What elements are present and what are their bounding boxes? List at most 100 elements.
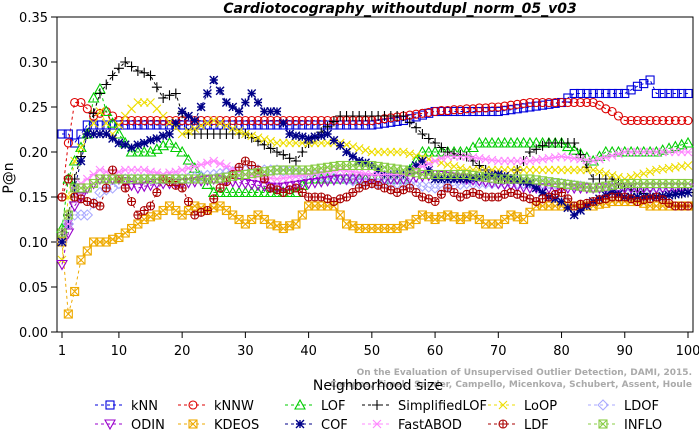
series-line-loop xyxy=(61,102,689,261)
data-point-knn xyxy=(594,88,605,99)
data-point-simplifiedlof xyxy=(537,140,548,151)
data-point-simplifiedlof xyxy=(132,66,143,76)
data-point-lof xyxy=(479,136,492,148)
data-point-lof xyxy=(682,136,694,148)
data-point-cof xyxy=(158,131,168,141)
data-point-loop xyxy=(240,129,250,139)
data-point-knnw xyxy=(569,97,579,108)
legend-label: kNNW xyxy=(214,399,254,414)
data-point-fastabod xyxy=(184,163,193,173)
data-point-fastabod xyxy=(177,165,187,175)
data-point-knn xyxy=(266,120,276,130)
data-point-knnw xyxy=(525,97,535,108)
legend-item-knn: kNN xyxy=(95,399,158,414)
data-point-knnw xyxy=(481,103,491,113)
data-point-lof xyxy=(511,136,524,148)
data-point-knnw xyxy=(127,115,137,126)
data-point-cof xyxy=(531,183,541,193)
data-point-simplifiedlof xyxy=(455,149,466,160)
data-point-kdeos xyxy=(82,246,92,256)
data-point-loop xyxy=(95,107,105,116)
legend-item-ldf: LDF xyxy=(488,418,549,433)
data-point-knn xyxy=(462,106,472,117)
data-point-loop xyxy=(209,116,219,125)
data-point-knn xyxy=(582,88,592,99)
data-point-cof xyxy=(259,107,269,116)
data-point-loop xyxy=(380,147,389,157)
data-point-ldof xyxy=(429,182,441,194)
data-point-loop xyxy=(531,165,541,175)
data-point-lof xyxy=(492,136,505,148)
axes: 1 10 20 30 40 50 60 70 80 90 100 0.00 0.05 0.10 0.15 0.… xyxy=(19,11,699,359)
data-point-knn xyxy=(651,88,661,99)
data-point-odin xyxy=(302,178,315,190)
data-point-loop xyxy=(607,171,617,180)
data-point-simplifiedlof xyxy=(271,147,282,157)
data-point-cof xyxy=(557,197,567,206)
data-point-odin xyxy=(252,180,264,192)
data-point-cof xyxy=(234,107,244,116)
data-point-cof xyxy=(329,135,339,145)
data-point-knnw xyxy=(626,115,636,126)
legend-label: LoOP xyxy=(524,399,557,414)
data-point-ldf xyxy=(341,192,352,202)
legend-marker xyxy=(105,400,115,410)
data-point-cof xyxy=(152,134,162,143)
data-point-knnw xyxy=(152,115,162,126)
data-point-ldf xyxy=(209,194,219,204)
legend-marker xyxy=(104,419,116,431)
data-point-simplifiedlof xyxy=(145,70,156,81)
data-point-knn xyxy=(569,88,579,99)
data-point-knn xyxy=(613,88,623,99)
data-point-knnw xyxy=(411,109,421,119)
data-point-ldf xyxy=(683,201,693,211)
x-tick-label: 40 xyxy=(300,344,317,359)
data-point-knn xyxy=(607,88,617,99)
data-point-ldf xyxy=(152,187,162,198)
data-point-lof xyxy=(486,136,498,148)
data-point-cof xyxy=(133,140,143,150)
data-point-knnw xyxy=(620,115,630,126)
data-point-knnw xyxy=(304,115,314,126)
data-point-fastabod xyxy=(190,162,200,171)
data-point-knn xyxy=(677,88,687,99)
x-tick-label: 90 xyxy=(616,344,633,359)
legend-item-loop: LoOP xyxy=(488,399,557,414)
data-point-cof xyxy=(500,171,510,181)
legend-item-inflo: INFLO xyxy=(588,418,662,433)
x-tick-label: 1 xyxy=(58,344,66,359)
data-point-loop xyxy=(139,98,149,107)
data-point-knn xyxy=(291,120,301,130)
series-line-knn xyxy=(62,79,688,144)
data-point-loop xyxy=(190,124,200,133)
data-point-loop xyxy=(228,124,238,133)
data-point-odin xyxy=(353,174,366,186)
legend-marker xyxy=(294,398,306,410)
data-point-simplifiedlof xyxy=(411,122,422,133)
data-point-lof xyxy=(112,127,125,139)
data-point-cof xyxy=(285,129,295,139)
data-point-cof xyxy=(468,173,478,183)
y-tick-label: 0.25 xyxy=(19,101,48,116)
data-point-ldf xyxy=(411,187,421,198)
data-point-loop xyxy=(386,147,396,157)
legend-label: COF xyxy=(321,418,348,433)
data-point-kdeos xyxy=(297,210,307,220)
data-point-ldf xyxy=(95,201,105,211)
data-point-loop xyxy=(259,135,269,144)
x-tick-label: 20 xyxy=(174,344,191,359)
data-point-knnw xyxy=(76,97,86,108)
data-point-knnw xyxy=(575,97,586,108)
legend-marker xyxy=(498,419,508,429)
data-point-kdeos xyxy=(70,286,80,297)
data-point-knn xyxy=(139,120,149,130)
legend-label: LDOF xyxy=(624,399,659,414)
data-point-ldf xyxy=(405,183,415,193)
legend-marker xyxy=(598,419,608,429)
data-point-lof xyxy=(106,117,119,128)
y-tick-label: 0.20 xyxy=(19,146,48,161)
data-point-cof xyxy=(310,132,320,142)
data-point-ldf xyxy=(348,187,358,198)
data-point-knn xyxy=(101,120,111,130)
data-point-odin xyxy=(138,181,151,193)
